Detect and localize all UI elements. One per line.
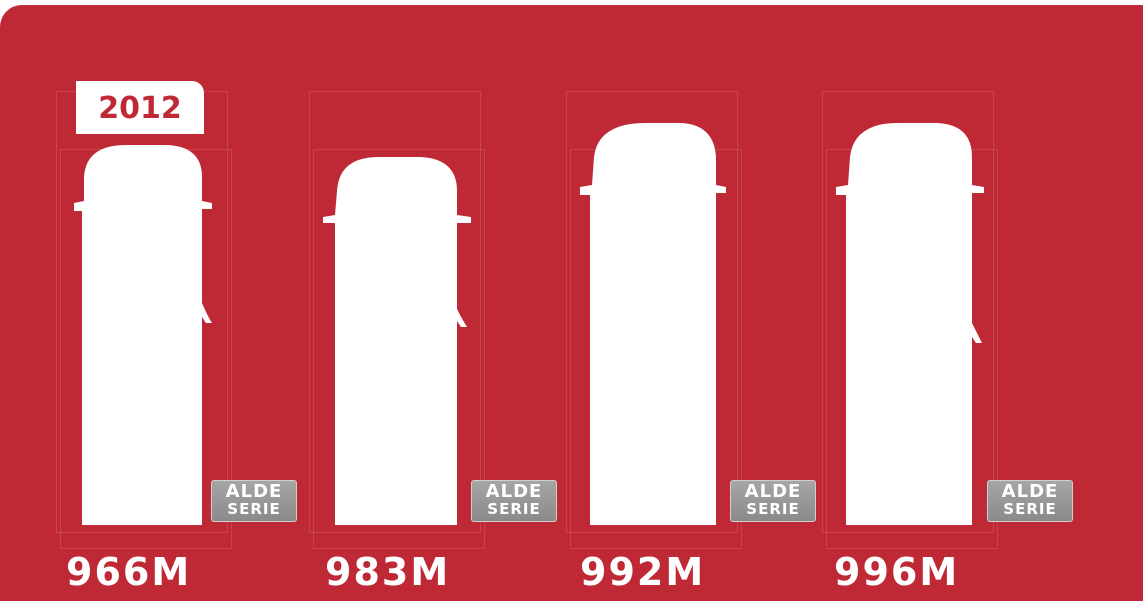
card-outline <box>309 91 481 533</box>
badge-line-1: ALDE <box>485 481 543 502</box>
card-outline <box>822 91 994 533</box>
motorhome-silhouette-icon <box>580 123 726 525</box>
motorhome-silhouette-icon <box>323 157 471 525</box>
badge-line-1: ALDE <box>225 481 283 502</box>
alde-serie-badge: ALDE SERIE <box>471 480 557 522</box>
vehicle-card-996m[interactable]: ALDE SERIE 996M <box>822 5 1082 601</box>
badge-line-2: SERIE <box>487 500 541 518</box>
model-name: 992M <box>580 550 706 594</box>
motorhome-silhouette-icon <box>74 145 212 525</box>
motorhome-silhouette-icon <box>836 123 984 525</box>
card-outline <box>566 91 738 533</box>
vehicle-card-983m[interactable]: ALDE SERIE 983M <box>309 5 569 601</box>
badge-line-2: SERIE <box>1003 500 1057 518</box>
model-overview-panel: ALDE SERIE 966M ALDE SERIE 983M ALDE SER… <box>0 5 1143 601</box>
card-outline <box>313 149 485 549</box>
model-name: 966M <box>66 550 192 594</box>
badge-line-1: ALDE <box>1001 481 1059 502</box>
alde-serie-badge: ALDE SERIE <box>730 480 816 522</box>
badge-line-1: ALDE <box>744 481 802 502</box>
vehicle-card-966m[interactable]: ALDE SERIE 966M <box>56 5 316 601</box>
alde-serie-badge: ALDE SERIE <box>987 480 1073 522</box>
model-name: 996M <box>834 550 960 594</box>
badge-line-2: SERIE <box>227 500 281 518</box>
vehicle-card-992m[interactable]: ALDE SERIE 992M <box>566 5 826 601</box>
year-badge: 2012 <box>76 81 204 134</box>
model-name: 983M <box>325 550 451 594</box>
alde-serie-badge: ALDE SERIE <box>211 480 297 522</box>
badge-line-2: SERIE <box>746 500 800 518</box>
